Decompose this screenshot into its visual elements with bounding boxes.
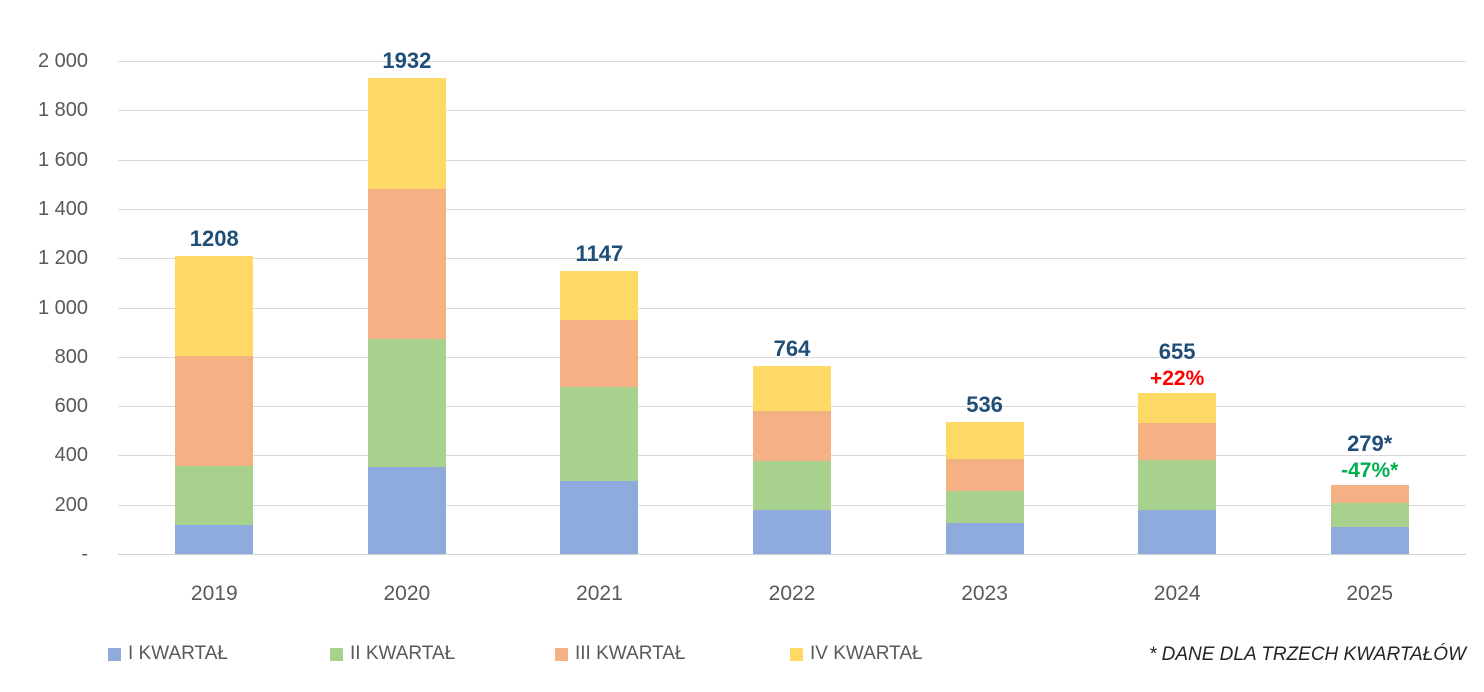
bar-2021 — [560, 271, 639, 554]
y-axis-tick-label: 2 000 — [37, 50, 88, 72]
y-axis-tick-label: 200 — [54, 493, 88, 516]
y-axis-tick-label: 1 800 — [37, 99, 88, 122]
bar-segment-iii-kwartał — [753, 411, 831, 461]
bar-segment-ii-kwartał — [1138, 460, 1217, 510]
x-axis-label-2025: 2025 — [1346, 582, 1394, 605]
bar-segment-iii-kwartał — [1138, 423, 1217, 461]
legend-label: I KWARTAŁ — [128, 643, 228, 664]
y-axis-tick-label: - — [81, 543, 88, 565]
legend-label: IV KWARTAŁ — [810, 643, 923, 664]
bar-segment-i-kwartał — [753, 509, 831, 554]
y-axis-tick-label: 400 — [54, 444, 88, 467]
plot-area: 1208 1932 1147 764 536 +22% 655 -47%* 279* — [118, 48, 1466, 555]
gridline — [118, 208, 1466, 210]
legend-label: II KWARTAŁ — [350, 643, 456, 664]
x-axis-label-2024: 2024 — [1153, 582, 1201, 605]
gridline — [118, 356, 1466, 358]
x-axis-label-2020: 2020 — [383, 582, 431, 605]
bar-segment-ii-kwartał — [367, 338, 446, 467]
bar-segment-ii-kwartał — [175, 465, 254, 525]
y-axis-tick-label: 1 200 — [37, 247, 88, 270]
legend-marker-icon — [790, 647, 803, 661]
bar-segment-ii-kwartał — [945, 490, 1024, 524]
legend-marker-icon — [330, 647, 343, 661]
total-label-2021: 1147 — [575, 241, 624, 267]
bar-segment-ii-kwartał — [560, 386, 639, 481]
legend-marker-icon — [108, 647, 121, 661]
y-axis-tick-label: 600 — [54, 395, 88, 418]
bar-2020 — [367, 77, 446, 554]
bar-segment-i-kwartał — [175, 524, 254, 554]
legend-item-iv-kwartał: IV KWARTAŁ — [790, 643, 923, 665]
bar-segment-iv-kwartał — [175, 256, 254, 357]
bar-segment-iv-kwartał — [1138, 392, 1217, 424]
bar-2022 — [753, 365, 831, 554]
legend-item-ii-kwartał: II KWARTAŁ — [330, 643, 455, 665]
x-axis-label-2022: 2022 — [768, 582, 816, 605]
legend-item-iii-kwartał: III KWARTAŁ — [555, 643, 686, 665]
gridline — [118, 554, 1466, 555]
gridline — [118, 110, 1466, 112]
bar-segment-iv-kwartał — [753, 365, 831, 412]
y-axis-tick-label: 1 600 — [37, 148, 88, 171]
gridline — [118, 307, 1466, 309]
bar-segment-iv-kwartał — [945, 421, 1024, 460]
y-axis-tick-label: 800 — [54, 345, 88, 368]
bar-segment-i-kwartał — [560, 480, 639, 554]
y-axis-tick-label: 1 000 — [37, 296, 88, 319]
bar-2024 — [1138, 392, 1217, 554]
bar-segment-ii-kwartał — [1330, 502, 1409, 528]
change-label-2025: -47%* — [1341, 459, 1399, 483]
bar-segment-iv-kwartał — [560, 271, 639, 320]
x-axis-label-2023: 2023 — [961, 582, 1008, 605]
gridline — [118, 159, 1466, 161]
change-label-2024: +22% — [1149, 366, 1205, 390]
legend-label: III KWARTAŁ — [575, 643, 686, 664]
x-axis-label-2019: 2019 — [190, 582, 238, 605]
total-label-2019: 1208 — [189, 226, 239, 252]
gridline — [118, 258, 1466, 260]
bar-segment-iii-kwartał — [367, 189, 446, 339]
total-label-2020: 1932 — [382, 47, 432, 73]
total-label-2025: 279* — [1347, 431, 1393, 457]
bar-segment-ii-kwartał — [753, 460, 831, 510]
legend-marker-icon — [555, 647, 568, 661]
gridline — [118, 61, 1466, 62]
bar-2023 — [945, 421, 1024, 554]
bar-segment-iii-kwartał — [560, 319, 639, 387]
bar-2019 — [175, 256, 254, 554]
bar-segment-i-kwartał — [1138, 509, 1217, 554]
bar-segment-iii-kwartał — [1330, 485, 1409, 503]
chart-footnote: * DANE DLA TRZECH KWARTAŁÓW — [1148, 644, 1466, 665]
total-label-2023: 536 — [966, 391, 1003, 417]
bar-segment-i-kwartał — [367, 466, 446, 554]
x-axis-label-2021: 2021 — [576, 582, 623, 605]
bar-2025 — [1330, 485, 1409, 554]
legend-item-i-kwartał: I KWARTAŁ — [108, 643, 228, 665]
bar-segment-i-kwartał — [945, 523, 1024, 554]
total-label-2024: 655 — [1158, 338, 1196, 364]
y-axis-tick-label: 1 400 — [37, 197, 88, 220]
bar-segment-iv-kwartał — [367, 77, 446, 190]
bar-segment-iii-kwartał — [945, 459, 1024, 491]
bar-segment-iii-kwartał — [175, 356, 254, 466]
total-label-2022: 764 — [773, 335, 811, 361]
bar-segment-i-kwartał — [1330, 527, 1409, 554]
